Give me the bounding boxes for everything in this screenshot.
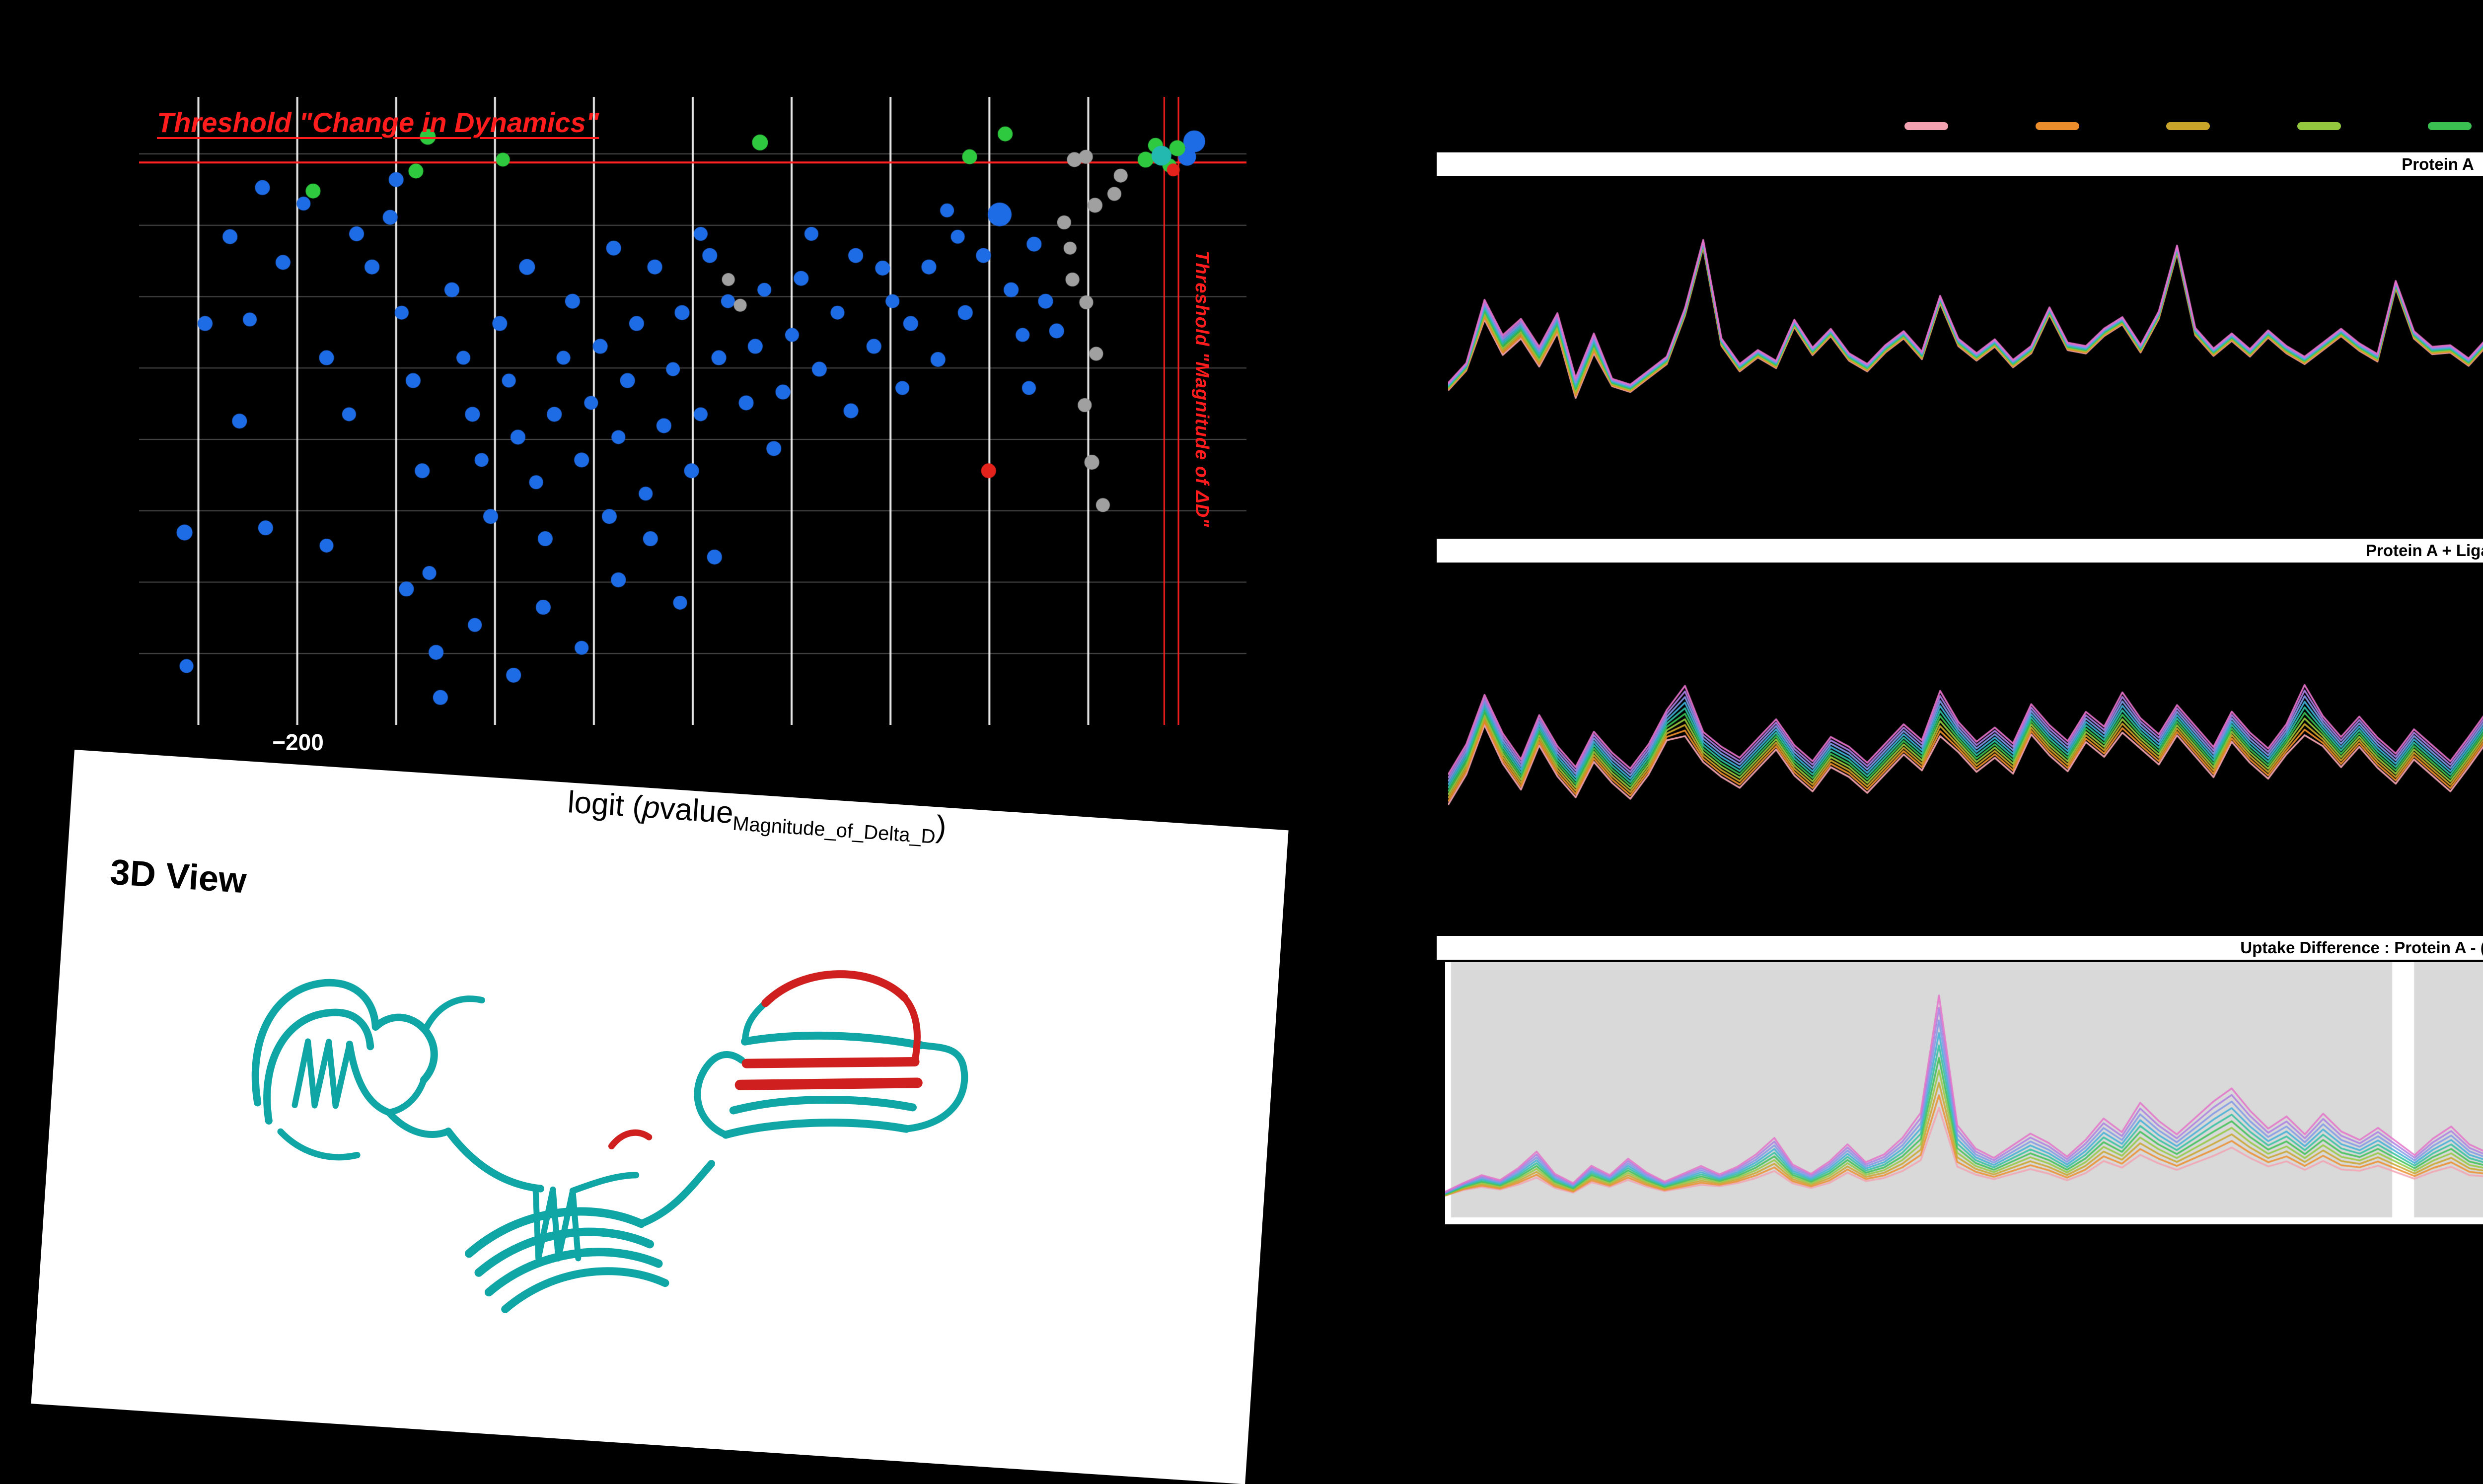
axis-label-value: value [658,791,734,831]
axis-label-p: p [642,790,661,826]
protein-structure[interactable] [207,887,1082,1355]
volcano-x-axis-label: logit (pvalueMagnitude_of_Delta_D) [508,780,1006,852]
axis-label-subscript: Magnitude_of_Delta_D [731,812,937,848]
panel-title-protein-a-ligand: Protein A + Ligand [1437,539,2483,563]
timepoint-legend [1904,122,2483,130]
volcano-canvas[interactable] [139,97,1246,725]
protein-a-ligand-chart[interactable] [1448,570,2483,910]
legend-swatch-5[interactable] [2428,122,2472,130]
view-3d-title: 3D View [109,852,248,901]
legend-swatch-4[interactable] [2297,122,2341,130]
view-3d-panel: logit (pvalueMagnitude_of_Delta_D) 3D Vi… [31,750,1289,1484]
uptake-difference-chart[interactable] [1445,962,2483,1224]
axis-label-prefix: logit ( [566,785,644,825]
protein-ribbon-red [608,970,923,1149]
legend-swatch-3[interactable] [2166,122,2210,130]
volcano-right-threshold-label: Threshold "Magnitude of ΔD" [1191,251,1212,528]
protein-a-chart[interactable] [1448,188,2483,521]
protein-ribbon-teal [251,979,968,1313]
legend-swatch-2[interactable] [2035,122,2079,130]
volcano-x-tick: −200 [272,729,324,755]
panel-title-uptake-difference: Uptake Difference : Protein A - (Protein… [1437,936,2483,960]
panel-title-protein-a: Protein A [1437,152,2483,176]
legend-swatch-1[interactable] [1904,122,1948,130]
axis-label-close: ) [935,809,948,845]
volcano-threshold-title: Threshold "Change in Dynamics" [157,107,599,138]
